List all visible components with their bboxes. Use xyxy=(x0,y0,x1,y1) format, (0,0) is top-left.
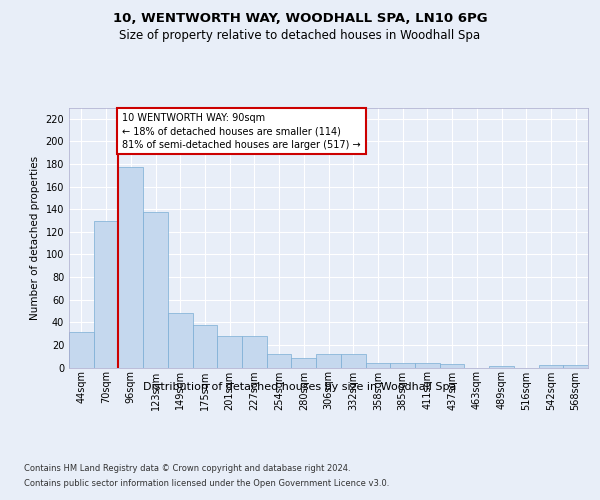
Bar xyxy=(316,354,341,368)
Text: Distribution of detached houses by size in Woodhall Spa: Distribution of detached houses by size … xyxy=(143,382,457,392)
Bar xyxy=(292,358,316,368)
Text: 10 WENTWORTH WAY: 90sqm
← 18% of detached houses are smaller (114)
81% of semi-d: 10 WENTWORTH WAY: 90sqm ← 18% of detache… xyxy=(122,113,361,150)
Bar xyxy=(563,365,588,368)
Bar xyxy=(217,336,242,368)
Bar xyxy=(193,324,217,368)
Text: Contains public sector information licensed under the Open Government Licence v3: Contains public sector information licen… xyxy=(24,479,389,488)
Bar xyxy=(267,354,292,368)
Bar xyxy=(69,332,94,368)
Bar xyxy=(440,364,464,368)
Bar xyxy=(539,365,563,368)
Bar xyxy=(242,336,267,368)
Bar xyxy=(489,366,514,368)
Text: Size of property relative to detached houses in Woodhall Spa: Size of property relative to detached ho… xyxy=(119,29,481,42)
Bar xyxy=(341,354,365,368)
Text: Contains HM Land Registry data © Crown copyright and database right 2024.: Contains HM Land Registry data © Crown c… xyxy=(24,464,350,473)
Bar xyxy=(168,313,193,368)
Text: 10, WENTWORTH WAY, WOODHALL SPA, LN10 6PG: 10, WENTWORTH WAY, WOODHALL SPA, LN10 6P… xyxy=(113,12,487,26)
Bar xyxy=(365,363,390,368)
Bar xyxy=(415,363,440,368)
Bar xyxy=(390,363,415,368)
Bar xyxy=(118,168,143,368)
Bar xyxy=(143,212,168,368)
Y-axis label: Number of detached properties: Number of detached properties xyxy=(30,156,40,320)
Bar xyxy=(94,220,118,368)
